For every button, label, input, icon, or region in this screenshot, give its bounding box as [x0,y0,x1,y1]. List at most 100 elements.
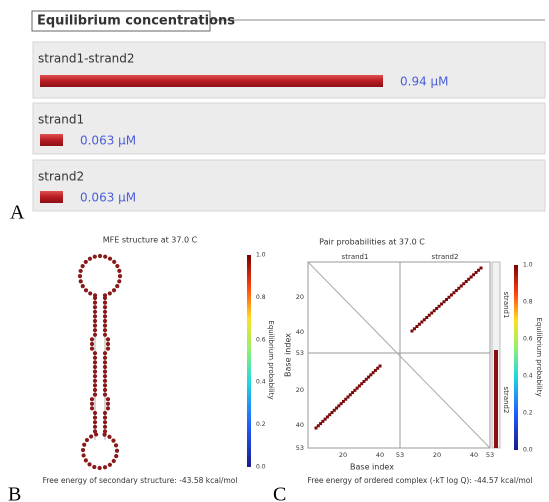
nucleotide [92,318,98,324]
nucleotide [92,254,97,259]
nucleotide [105,401,111,406]
pair-cell [360,382,364,386]
nucleotide [92,355,98,360]
panel-label: A [10,202,25,224]
y-label: Base index [284,333,293,377]
nucleotide [81,453,86,458]
title-box [31,10,211,32]
pair-cell [459,284,463,288]
nucleotide [102,351,108,356]
nucleotide [107,462,113,467]
nucleotide [111,458,116,464]
pair-cell [464,280,468,283]
colorbar-tick: 1.0 [256,252,266,259]
pair-cell [314,426,318,430]
row-box [32,41,546,99]
nucleotide [102,424,108,429]
pair-cell [369,373,373,377]
colorbar-label: Equilibrium probability [535,317,543,396]
nucleotide [92,378,98,383]
pair-cell [432,309,436,313]
nucleotide [80,447,86,453]
pair-cell [373,368,377,372]
pair-cell [332,408,336,412]
nucleotide [92,383,98,388]
pair-cell [427,313,431,317]
nucleotide [92,374,98,379]
x-tick-label: 53 [486,451,494,459]
nucleotide [82,442,87,447]
nucleotide [115,284,120,289]
pair-cell [415,325,419,328]
nucleotide [83,259,88,265]
value-label: 0.063 μM [80,134,136,148]
strand-label: strand1 [502,292,510,319]
colorbar-label: Equilibrium probability [267,320,275,399]
nucleotide [105,337,111,342]
nucleotide [92,429,98,434]
strand-label: strand2 [502,387,510,414]
pair-cell [362,380,366,383]
nucleotide [102,332,108,337]
nucleotide [115,263,120,269]
nucleotide [102,314,108,319]
nucleotide [92,420,98,425]
nucleotide [92,314,98,319]
colorbar-tick: 0.8 [523,299,533,306]
pair-cell [364,377,368,381]
nucleotide [92,387,98,393]
pair-cell [341,399,345,403]
colorbar-tick: 0.6 [523,336,533,343]
pair-cell [412,327,416,331]
pair-cell [344,397,348,401]
nucleotide [92,464,97,470]
pair-cell [351,391,355,395]
nucleotide [117,279,122,284]
nucleotide [102,374,108,379]
nucleotide [92,309,98,314]
nucleotide [102,432,107,437]
colorbar-tick: 0.0 [523,447,533,454]
pair-cell [323,417,327,421]
nucleotide [102,420,108,425]
pair-cell [477,268,481,272]
row-box [32,159,546,212]
colorbar [247,255,251,467]
x-label: Base index [350,463,394,472]
pair-cell [337,404,341,408]
pair-cell [447,295,451,299]
nucleotide [113,443,119,448]
footer: Free energy of ordered complex (-kT log … [308,476,533,485]
nucleotide [102,429,108,434]
nucleotide [112,259,117,264]
colorbar-tick: 0.0 [256,464,266,471]
strand-strip-fill [494,350,498,448]
y-tick-label: 53 [296,444,304,452]
pair-cell [376,366,380,370]
nucleotide [89,346,95,351]
x-tick-label: 40 [470,451,478,459]
pair-cell [422,318,426,322]
colorbar-tick: 0.8 [256,294,266,301]
y-tick-label: 40 [296,421,304,429]
pair-cell [417,322,421,326]
nucleotide [103,254,108,259]
pair-cell [442,300,446,304]
nucleotide [107,256,113,261]
pair-cell [474,271,478,274]
nucleotide [89,401,95,406]
pair-cell [462,282,466,286]
nucleotide [78,268,83,274]
nucleotide [102,383,108,388]
nucleotide [105,406,111,411]
nucleotide [89,341,95,347]
colorbar [514,265,518,450]
pair-cell [440,302,444,306]
bar [40,134,63,146]
nucleotide [83,458,88,463]
pair-cell [348,393,352,397]
footer: Free energy of secondary structure: -43.… [43,476,238,485]
nucleotide [102,387,108,393]
